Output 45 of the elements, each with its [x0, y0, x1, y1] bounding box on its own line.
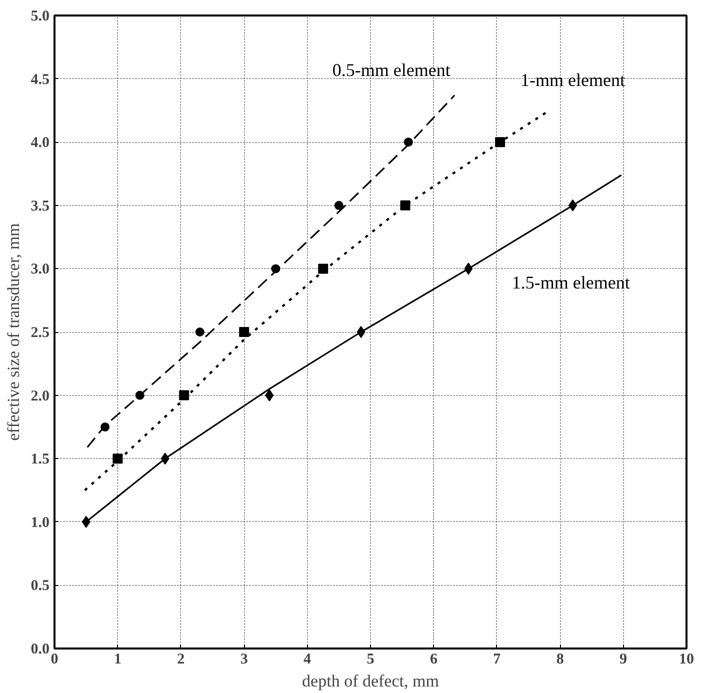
x-tick-label: 10	[679, 652, 694, 668]
x-tick-label: 1	[114, 652, 122, 668]
point	[160, 452, 170, 465]
y-tick-label: 1.5	[30, 452, 50, 468]
series-label: 1-mm element	[520, 70, 625, 90]
x-tick-label: 7	[493, 652, 502, 668]
x-tick-label: 0	[50, 652, 58, 668]
y-tick-label: 2.0	[30, 388, 50, 404]
point	[135, 390, 144, 400]
y-tick-label: 1.0	[30, 514, 50, 531]
point	[334, 200, 344, 210]
y-tick-label: 0.0	[30, 642, 50, 658]
point	[179, 390, 190, 400]
y-axis-title: effective size of transducer, mm	[4, 223, 23, 441]
point	[271, 264, 280, 274]
point	[112, 454, 123, 464]
x-tick-label: 2	[177, 652, 185, 668]
point	[265, 389, 274, 402]
x-axis-title: depth of defect, mm	[302, 672, 439, 690]
line-series	[86, 94, 456, 448]
y-tick-label: 4.5	[30, 72, 50, 88]
y-tick-label: 4.0	[30, 135, 50, 152]
x-tick-label: 8	[556, 652, 564, 668]
point	[400, 200, 410, 210]
y-tick-label: 5.0	[30, 8, 50, 24]
series-label: 1.5-mm element	[512, 272, 630, 293]
point	[404, 138, 413, 147]
y-tick-label: 3.0	[30, 262, 50, 278]
x-tick-label: 5	[366, 652, 374, 668]
point	[356, 326, 366, 338]
point	[82, 516, 90, 528]
point	[464, 262, 473, 275]
series-label: 0.5-mm element	[332, 60, 450, 80]
y-tick-label: 0.5	[30, 578, 50, 594]
point	[195, 328, 204, 336]
point	[239, 327, 250, 337]
x-tick-label: 6	[430, 652, 438, 668]
point	[495, 137, 506, 148]
x-tick-label: 3	[240, 652, 248, 668]
x-tick-label: 9	[620, 652, 628, 668]
point	[318, 264, 328, 274]
y-tick-label: 2.5	[30, 325, 50, 341]
point	[100, 422, 110, 432]
x-tick-label: 4	[304, 652, 312, 668]
y-tick-label: 3.5	[30, 198, 50, 214]
